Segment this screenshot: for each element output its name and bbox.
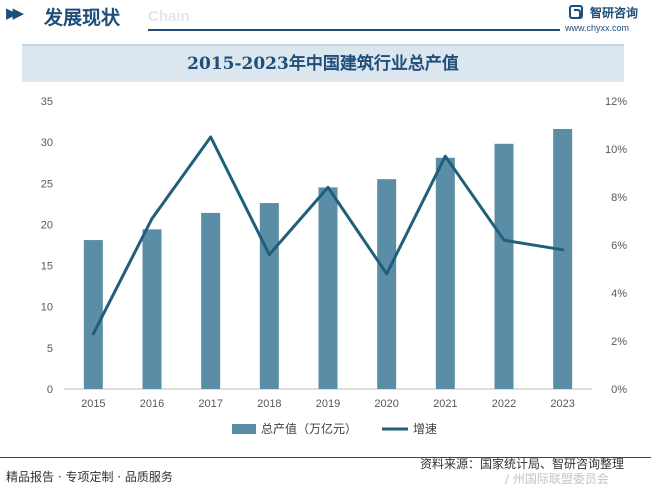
bar (377, 179, 397, 389)
growth-line (91, 135, 565, 336)
bar (201, 212, 221, 389)
legend-bar-swatch (232, 424, 256, 434)
footer-slogan: 精品报告 · 专项定制 · 品质服务 (6, 470, 173, 484)
header-divider (148, 29, 560, 31)
y-right-tick-label: 2% (611, 336, 627, 348)
x-tick-label: 2020 (374, 398, 398, 410)
x-tick-label: 2023 (550, 398, 574, 410)
bar (553, 128, 573, 389)
legend-bar-label: 总产值（万亿元） (261, 421, 357, 436)
bar (494, 143, 514, 389)
y-left-tick-label: 0 (47, 384, 53, 396)
y-right-tick-label: 0% (611, 384, 627, 396)
y-left-tick-label: 10 (41, 302, 53, 314)
bar (142, 229, 162, 389)
brand-logo-icon (569, 5, 583, 19)
double-arrow-icon: ▶▶ (6, 4, 24, 22)
brand-name: 智研咨询 (590, 6, 639, 20)
section-header: ▶▶ 发展现状 Chain 智研咨询 www.chyxx.com (0, 0, 651, 36)
x-tick-label: 2019 (316, 398, 340, 410)
bar (435, 157, 455, 389)
y-right-tick-label: 6% (611, 240, 627, 252)
section-title-en: Chain (148, 8, 190, 25)
footer-watermark-text: / 州国际联盟委员会 (505, 472, 609, 486)
y-right-tick-label: 8% (611, 192, 627, 204)
y-right-tick-label: 12% (605, 96, 627, 108)
y-left-tick-label: 5 (47, 343, 53, 355)
section-title: 发展现状 (44, 7, 121, 29)
x-tick-label: 2022 (492, 398, 516, 410)
x-tick-label: 2018 (257, 398, 281, 410)
y-left-tick-label: 30 (41, 137, 53, 149)
legend-line-label: 增速 (413, 422, 437, 436)
y-left-tick-label: 20 (41, 219, 53, 231)
x-tick-label: 2017 (198, 398, 222, 410)
x-tick-label: 2021 (433, 398, 457, 410)
y-left-tick-label: 35 (41, 96, 53, 108)
footer-divider (0, 457, 651, 458)
chart: 0 5 10 15 20 25 30 35 0% 2% 4% 6% 8% 10% 12% 2015 2016 20… (41, 96, 627, 436)
y-right-tick-label: 4% (611, 288, 627, 300)
source-note: 资料来源：国家统计局、智研咨询整理 (420, 457, 625, 471)
bar (259, 203, 279, 389)
y-right-tick-label: 10% (605, 144, 627, 156)
y-left-tick-label: 25 (41, 178, 53, 190)
brand-url: www.chyxx.com (565, 23, 630, 33)
bar (318, 187, 338, 389)
bar (83, 240, 103, 389)
chart-title: 2015-2023年中国建筑行业总产值 (22, 44, 624, 82)
x-tick-label: 2015 (81, 398, 105, 410)
y-left-tick-label: 15 (41, 261, 53, 273)
x-tick-label: 2016 (140, 398, 164, 410)
